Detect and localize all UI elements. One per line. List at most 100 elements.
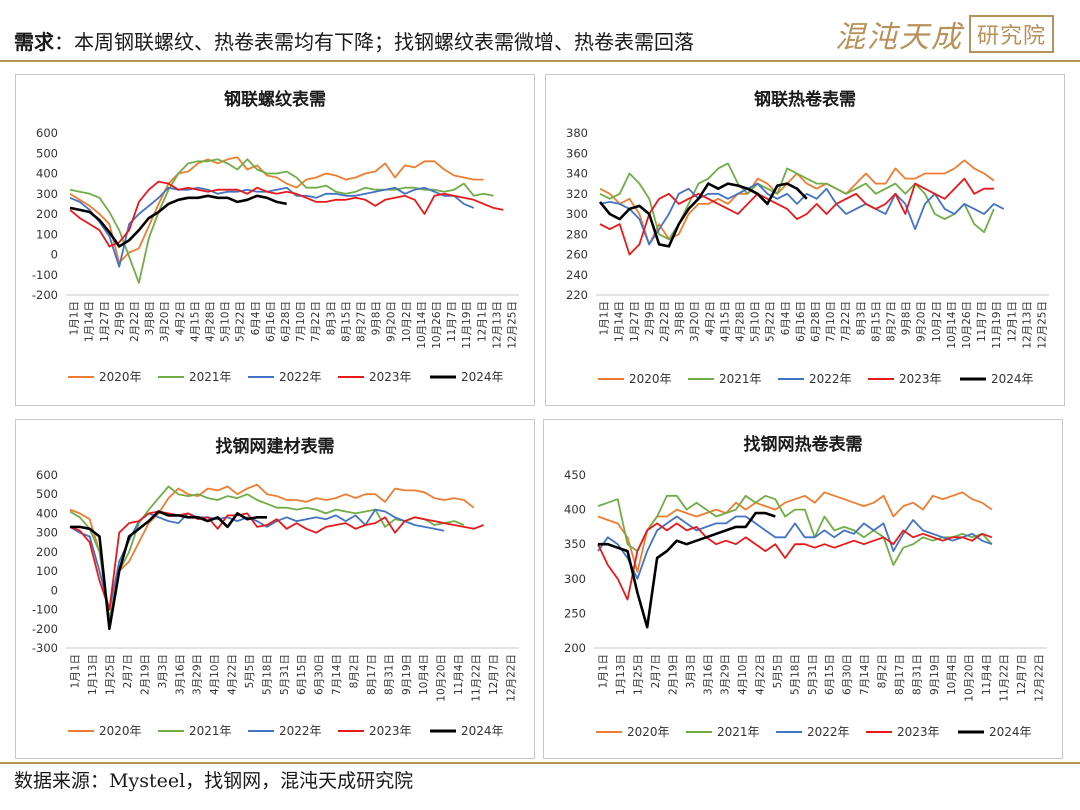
x-tick-label: 12月1日: [1006, 301, 1018, 342]
x-tick-label: 8月15日: [340, 301, 352, 342]
y-tick-label: 360: [566, 146, 588, 160]
legend-label: 2023年: [897, 725, 940, 739]
chart-panel-steel-hotcoil-demand: 钢联热卷表需 220 240 260 280 300 320 340 360 380 1月1日 1月1…: [545, 74, 1065, 406]
series-line-2023: [69, 510, 484, 611]
y-tick-label: 400: [36, 506, 58, 520]
x-tick-label: 11月7日: [976, 301, 988, 342]
x-tick-label: 8月3日: [855, 301, 867, 335]
series-line-2024: [70, 510, 267, 631]
legend-label: 2023年: [369, 724, 412, 738]
x-tick-label: 12月25日: [506, 301, 518, 349]
y-tick-label: 500: [36, 487, 58, 501]
chart-title: 找钢网热卷表需: [744, 434, 863, 455]
x-tick-label: 8月2日: [348, 654, 360, 688]
x-tick-label: 12月7日: [1016, 654, 1028, 695]
chart-title: 钢联螺纹表需: [224, 89, 326, 110]
y-tick-label: 100: [36, 564, 58, 578]
x-tick-label: 8月27日: [355, 301, 367, 342]
x-tick-label: 6月16日: [795, 301, 807, 342]
x-tick-label: 11月7日: [446, 301, 458, 342]
x-tick-label: 11月22日: [998, 654, 1010, 702]
x-tick-label: 5月5日: [244, 654, 256, 688]
chart-svg: 找钢网热卷表需 200 250 300 350 400 450 1月1日 1月13日 1月25日 2…: [564, 434, 1047, 739]
x-tick-label: 1月13日: [87, 654, 99, 695]
x-tick-label: 7月22日: [840, 301, 852, 342]
legend-label: 2021年: [717, 725, 760, 739]
series-line-2021: [69, 485, 465, 621]
x-tick-label: 3月29日: [720, 654, 732, 695]
y-tick-label: 400: [36, 167, 58, 181]
y-tick-label: 340: [566, 167, 588, 181]
chart-svg: 钢联螺纹表需 -200 -100 0 100 200 300 400 500 600 1月1日 1月1…: [32, 89, 519, 384]
x-tick-label: 3月16日: [702, 654, 714, 695]
x-tick-label: 4月28日: [734, 301, 746, 342]
legend-label: 2021年: [719, 372, 762, 386]
x-tick-label: 2月22日: [659, 301, 671, 342]
x-tick-label: 6月15日: [296, 654, 308, 695]
x-tick-label: 10月26日: [961, 301, 973, 349]
x-tick-label: 10月14日: [946, 301, 958, 349]
x-tick-label: 2月7日: [122, 654, 134, 688]
x-tick-label: 3月3日: [685, 654, 697, 688]
headline-label: 需求: [14, 30, 54, 54]
x-tick-label: 11月4日: [453, 654, 465, 695]
x-tick-label: 10月4日: [946, 654, 958, 695]
series-line-2020: [69, 483, 475, 623]
x-tick-label: 9月20日: [386, 301, 398, 342]
y-tick-label: 500: [36, 146, 58, 160]
y-tick-label: 250: [564, 606, 586, 620]
x-tick-label: 1月1日: [69, 301, 81, 335]
x-tick-label: 5月18日: [261, 654, 273, 695]
x-tick-label: 8月2日: [876, 654, 888, 688]
x-tick-label: 12月22日: [1033, 654, 1045, 702]
x-tick-label: 8月31日: [383, 654, 395, 695]
chart-panel-zgw-building-demand: 找钢网建材表需 -300 -200 -100 0 100 200 300 400 500 600 1月…: [15, 419, 535, 759]
y-tick-label: -200: [32, 622, 58, 636]
x-tick-label: 1月13日: [615, 654, 627, 695]
x-tick-label: 6月4日: [250, 301, 262, 335]
legend-label: 2022年: [807, 725, 850, 739]
y-tick-label: 240: [566, 268, 588, 282]
x-tick-label: 2月22日: [129, 301, 141, 342]
x-tick-label: 11月19日: [991, 301, 1003, 349]
x-tick-label: 4月15日: [719, 301, 731, 342]
legend-label: 2024年: [461, 724, 504, 738]
x-tick-label: 4月15日: [189, 301, 201, 342]
y-tick-label: 400: [564, 503, 586, 517]
x-tick-label: 7月14日: [859, 654, 871, 695]
x-tick-label: 12月13日: [491, 301, 503, 349]
chart-panel-zgw-hotcoil-demand: 找钢网热卷表需 200 250 300 350 400 450 1月1日 1月13日 1月25日 2…: [543, 419, 1063, 759]
x-tick-label: 7月10日: [295, 301, 307, 342]
x-tick-label: 11月4日: [981, 654, 993, 695]
x-tick-label: 9月19日: [401, 654, 413, 695]
x-tick-label: 7月22日: [310, 301, 322, 342]
x-tick-label: 11月19日: [461, 301, 473, 349]
x-tick-label: 4月10日: [209, 654, 221, 695]
page-headline: 需求：本周钢联螺纹、热卷表需均有下降；找钢螺纹表需微增、热卷表需回落: [14, 26, 694, 55]
x-tick-label: 1月1日: [598, 654, 610, 688]
x-tick-label: 3月8日: [144, 301, 156, 335]
x-tick-label: 5月10日: [750, 301, 762, 342]
series-line-2024: [598, 511, 776, 629]
series-line-2023: [597, 522, 993, 601]
series-line-2022: [69, 186, 475, 268]
chart-panel-steel-rebar-demand: 钢联螺纹表需 -200 -100 0 100 200 300 400 500 600 1月1日 1月1…: [15, 74, 535, 406]
y-tick-label: -100: [32, 603, 58, 617]
x-tick-label: 5月18日: [789, 654, 801, 695]
y-tick-label: -200: [32, 288, 58, 302]
x-tick-label: 4月22日: [755, 654, 767, 695]
x-tick-label: 10月2日: [401, 301, 413, 342]
x-tick-label: 8月17日: [894, 654, 906, 695]
x-tick-label: 12月22日: [505, 654, 517, 702]
legend-label: 2020年: [99, 724, 142, 738]
y-tick-label: 100: [36, 227, 58, 241]
x-tick-label: 5月10日: [220, 301, 232, 342]
y-tick-label: 600: [36, 126, 58, 140]
x-tick-label: 11月22日: [470, 654, 482, 702]
x-tick-label: 1月27日: [629, 301, 641, 342]
x-tick-label: 3月20日: [159, 301, 171, 342]
brand-logo: 混沌天成 研究院: [835, 12, 1054, 56]
x-tick-label: 1月1日: [599, 301, 611, 335]
x-tick-label: 10月26日: [431, 301, 443, 349]
legend-label: 2021年: [189, 370, 232, 384]
